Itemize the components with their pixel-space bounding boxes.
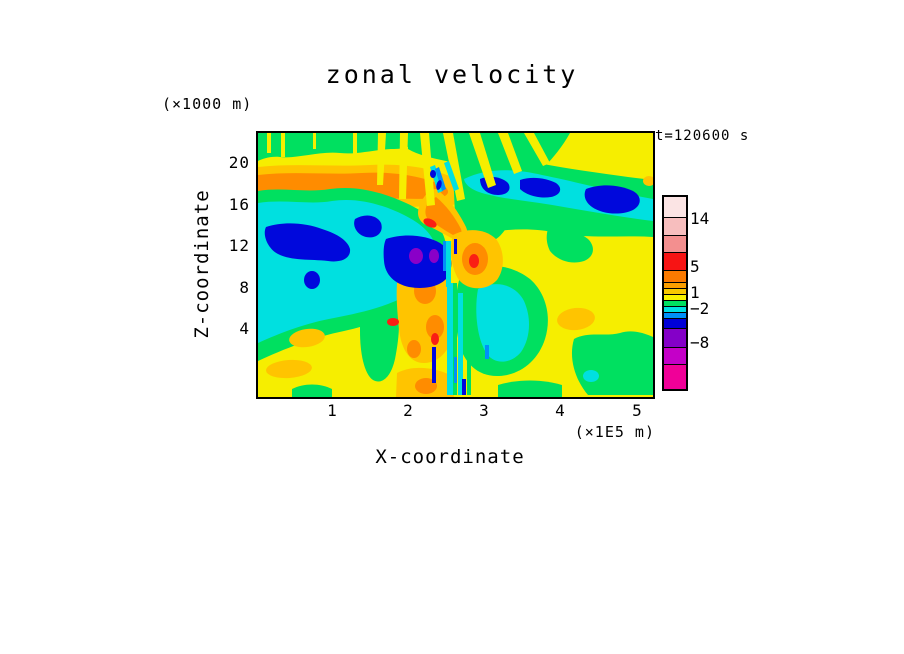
wave-streaks-fan: [430, 161, 459, 193]
colorbar-segment: [664, 307, 686, 313]
colorbar-segment: [664, 301, 686, 307]
contour-field: [258, 133, 653, 397]
x-axis-title: X-coordinate: [375, 446, 525, 468]
colorbar-segment: [664, 253, 686, 271]
colorbar: [662, 195, 688, 391]
contour-region-bottom-strips: [292, 380, 562, 397]
x-tick-4: 4: [555, 401, 565, 420]
colorbar-segment: [664, 319, 686, 329]
colorbar-label-neg2: −2: [690, 299, 710, 318]
plot-frame: [256, 131, 655, 399]
colorbar-segment: [664, 271, 686, 283]
colorbar-label-1: 1: [690, 283, 700, 302]
x-tick-1: 1: [327, 401, 337, 420]
y-tick-4: 4: [239, 319, 250, 338]
colorbar-segment: [664, 329, 686, 348]
y-tick-12: 12: [228, 236, 250, 255]
wave-streaks-yellow: [267, 133, 550, 206]
colorbar-label-neg8: −8: [690, 333, 710, 352]
colorbar-segment: [664, 365, 686, 389]
colorbar-segment: [664, 295, 686, 301]
timestamp-label: t=120600 s: [655, 128, 750, 144]
y-axis-unit: (×1000 m): [162, 95, 253, 113]
colorbar-segment: [664, 218, 686, 236]
contour-region-navy: [264, 176, 640, 289]
wave-streaks-column: [432, 239, 489, 395]
chart-title: zonal velocity: [325, 60, 579, 89]
contour-region-amber: [266, 176, 653, 397]
colorbar-segment: [664, 236, 686, 253]
colorbar-segment: [664, 313, 686, 319]
colorbar-segment: [664, 197, 686, 218]
colorbar-segment: [664, 289, 686, 295]
x-axis-unit: (×1E5 m): [574, 423, 655, 441]
x-tick-2: 2: [403, 401, 413, 420]
y-tick-20: 20: [228, 153, 250, 172]
contour-region-purple: [409, 248, 439, 264]
y-tick-8: 8: [239, 278, 250, 297]
colorbar-segment: [664, 348, 686, 365]
x-tick-5: 5: [632, 401, 642, 420]
y-tick-16: 16: [228, 195, 250, 214]
colorbar-label-5: 5: [690, 257, 700, 276]
colorbar-label-14: 14: [690, 209, 710, 228]
colorbar-segment: [664, 283, 686, 289]
contour-region-red: [387, 254, 479, 345]
x-tick-3: 3: [479, 401, 489, 420]
